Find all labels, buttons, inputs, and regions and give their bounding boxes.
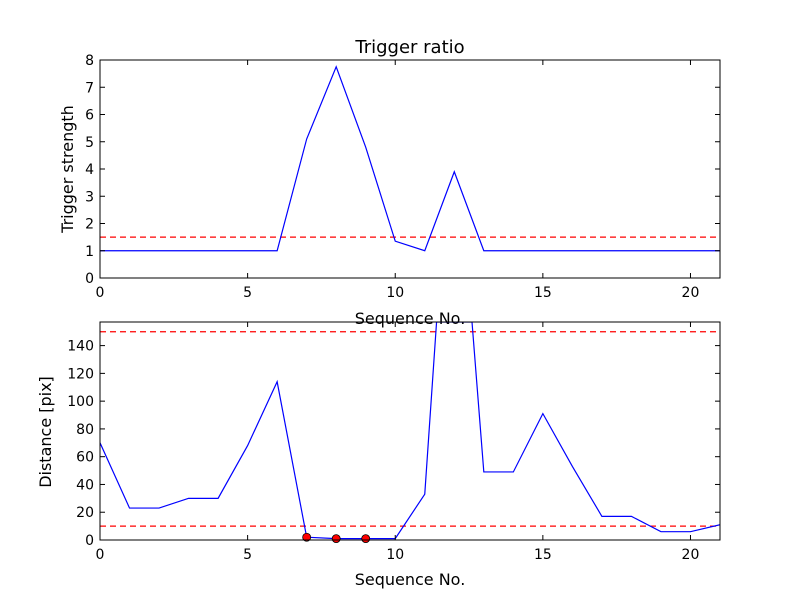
bottom-chart-y-tick-label: 100	[67, 394, 94, 410]
top-chart-plot-area: 0 5 10 15 20 0 1 2 3 4 5 6 7 8	[85, 53, 721, 301]
bottom-chart-x-tick-label: 10	[386, 547, 404, 563]
top-chart-y-tick-label: 3	[85, 189, 94, 205]
bottom-chart-data-point	[302, 532, 312, 542]
bottom-chart-x-axis-label: Sequence No.	[355, 570, 466, 589]
bottom-chart-axes-frame	[99, 321, 721, 541]
bottom-chart-x-tick-label: 5	[243, 547, 252, 563]
top-chart-y-tick-label: 0	[85, 271, 94, 287]
bottom-chart-data-layer	[100, 322, 720, 540]
bottom-chart-y-tick-label: 0	[85, 533, 94, 549]
bottom-chart-y-tick-label: 40	[76, 477, 94, 493]
bottom-chart-y-tick-label: 140	[67, 339, 94, 355]
top-chart-x-tick-label: 10	[386, 285, 404, 301]
top-chart-series-line	[100, 65, 720, 252]
top-chart-y-tick-label: 1	[85, 244, 94, 260]
bottom-chart-data-point	[361, 534, 371, 544]
top-chart-y-tick-label: 8	[85, 53, 94, 69]
bottom-chart-x-tick-label: 20	[682, 547, 700, 563]
bottom-chart-data-point	[331, 534, 341, 544]
bottom-chart-x-tick-label: 0	[96, 547, 105, 563]
top-chart-y-tick-label: 4	[85, 162, 94, 178]
top-chart-x-axis-label: Sequence No.	[355, 309, 466, 328]
bottom-chart-y-tick-label: 60	[76, 450, 94, 466]
top-chart-x-tick-label: 15	[534, 285, 552, 301]
top-chart-y-tick-label: 5	[85, 135, 94, 151]
bottom-chart-y-axis-label: Distance [pix]	[36, 376, 55, 488]
top-chart-data-layer	[100, 65, 720, 252]
bottom-chart-y-tick-label: 80	[76, 422, 94, 438]
top-chart-y-tick-label: 6	[85, 108, 94, 124]
bottom-chart-series-line	[100, 322, 720, 540]
top-chart-x-tick-label: 0	[96, 285, 105, 301]
bottom-chart-plot-area: 0 5 10 15 20 0 20 40 60 80 100 120 140	[67, 321, 721, 563]
top-chart-y-tick-label: 7	[85, 80, 94, 96]
top-chart: Trigger ratio 0 5 10 15 20 0 1 2 3 4 5 6 7 8 Sequence…	[58, 37, 721, 328]
top-chart-y-tick-label: 2	[85, 217, 94, 233]
top-chart-title: Trigger ratio	[354, 37, 464, 58]
bottom-chart-y-tick-label: 20	[76, 505, 94, 521]
top-chart-x-tick-label: 20	[682, 285, 700, 301]
bottom-chart-y-tick-label: 120	[67, 366, 94, 382]
top-chart-x-tick-label: 5	[243, 285, 252, 301]
bottom-chart-x-tick-label: 15	[534, 547, 552, 563]
top-chart-y-axis-label: Trigger strength	[58, 105, 77, 234]
